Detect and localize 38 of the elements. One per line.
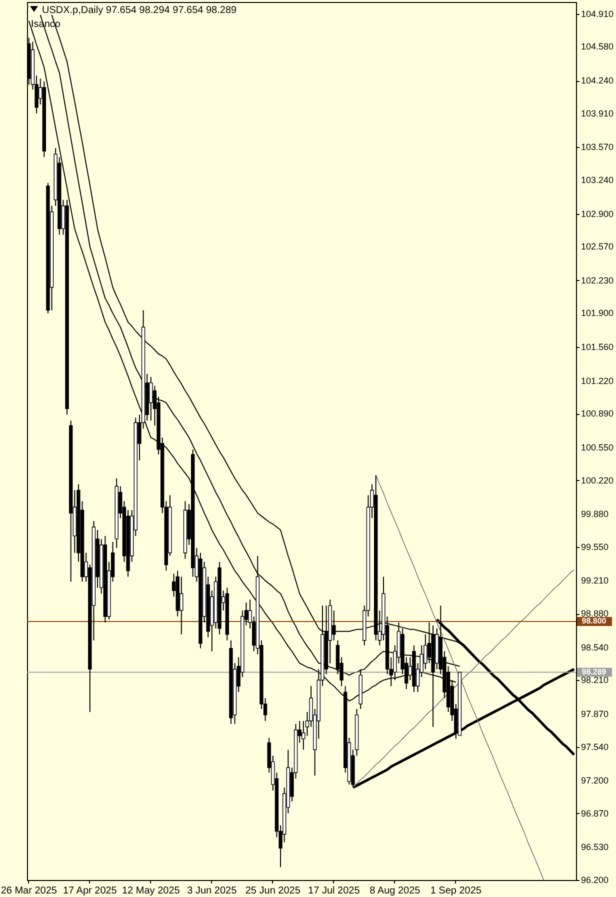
x-tick-label: 1 Sep 2025 (430, 886, 482, 896)
y-tick-label: 98.540 (581, 642, 609, 652)
y-tick-label: 99.210 (581, 576, 609, 586)
y-tick-label: 97.540 (581, 742, 609, 752)
y-tick-label: 103.910 (581, 108, 614, 118)
x-tick-label: 17 Jul 2025 (308, 886, 360, 896)
x-tick-label: 17 Apr 2025 (62, 886, 118, 896)
y-tick-label: 102.230 (581, 275, 614, 286)
ref-line-label: 98.289 (582, 667, 607, 676)
y-tick-label: 101.220 (581, 376, 614, 386)
y-tick-label: 101.900 (581, 308, 614, 318)
y-tick-label: 96.200 (581, 875, 609, 885)
y-tick-label: 102.570 (581, 242, 614, 252)
y-tick-label: 97.870 (581, 708, 609, 719)
y-tick-label: 97.200 (581, 776, 609, 786)
y-tick-label: 104.240 (581, 76, 614, 86)
y-tick-label: 96.870 (581, 808, 609, 818)
ref-line-label: 98.800 (582, 616, 607, 626)
x-tick-label: 8 Aug 2025 (370, 886, 421, 896)
y-tick-label: 104.910 (581, 8, 614, 19)
y-tick-label: 96.530 (581, 842, 609, 852)
y-tick-label: 100.890 (581, 408, 614, 419)
y-tick-label: 101.560 (581, 342, 614, 352)
y-tick-label: 99.880 (581, 509, 609, 520)
y-tick-label: 100.220 (581, 475, 614, 486)
x-tick-label: 3 Jun 2025 (187, 886, 238, 896)
y-tick-label: 98.210 (581, 675, 609, 686)
y-tick-label: 103.570 (581, 142, 614, 152)
y-tick-label: 99.550 (581, 542, 609, 552)
x-tick-label: 26 Mar 2025 (0, 886, 58, 896)
x-tick-label: 25 Jun 2025 (245, 886, 301, 896)
chart-title: USDX.p,Daily 97.654 98.294 97.654 98.289 (42, 5, 238, 16)
y-tick-label: 102.900 (581, 208, 614, 219)
y-tick-label: 98.880 (581, 608, 609, 619)
y-tick-label: 100.550 (581, 442, 614, 452)
y-tick-label: 103.240 (581, 174, 614, 185)
x-tick-label: 12 May 2025 (122, 886, 180, 896)
y-tick-label: 104.580 (581, 42, 614, 52)
